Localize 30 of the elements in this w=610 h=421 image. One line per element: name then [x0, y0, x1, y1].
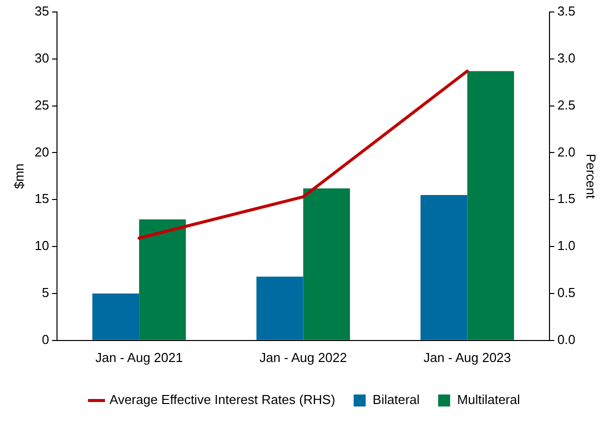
y2-tick-label: 2.0: [557, 144, 576, 160]
y2-tick-label: 1.0: [557, 238, 576, 254]
bar: [467, 71, 514, 340]
legend-label: Bilateral: [372, 392, 420, 408]
y-tick-label: 10: [34, 238, 50, 254]
y-tick-label: 35: [34, 4, 50, 19]
legend-label: Multilateral: [457, 392, 520, 408]
y-tick-label: 30: [34, 50, 50, 66]
bar: [256, 276, 304, 340]
legend-label: Average Effective Interest Rates (RHS): [110, 392, 336, 408]
y2-tick-label: 3.5: [557, 4, 576, 19]
bar: [139, 219, 186, 340]
x-tick-label: Jan - Aug 2023: [424, 350, 512, 365]
y2-tick-label: 2.5: [557, 97, 576, 112]
y-tick-label: 20: [34, 144, 50, 160]
x-tick-label: Jan - Aug 2021: [95, 350, 183, 365]
bar: [92, 293, 140, 340]
y2-tick-label: 1.5: [557, 191, 576, 206]
y-tick-label: 15: [34, 191, 50, 206]
x-tick-label: Jan - Aug 2022: [259, 350, 347, 365]
y-tick-label: 25: [34, 97, 50, 112]
y2-axis-title: Percent: [584, 154, 599, 199]
bar: [303, 188, 350, 340]
y2-tick-label: 3.0: [557, 50, 576, 66]
y-axis-title: $mn: [11, 164, 26, 189]
y-tick-label: 5: [42, 285, 50, 300]
bar: [420, 194, 468, 340]
y2-tick-label: 0.5: [557, 285, 576, 300]
y-tick-label: 0: [42, 332, 50, 347]
y2-tick-label: 0.0: [557, 332, 576, 347]
